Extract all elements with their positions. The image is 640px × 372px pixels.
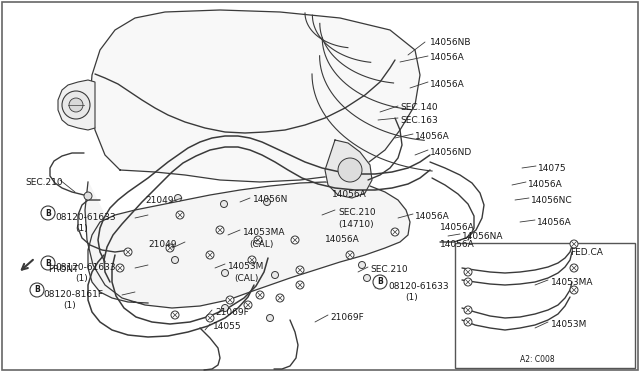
- Text: 14075: 14075: [538, 164, 566, 173]
- Text: 08120-61633: 08120-61633: [55, 263, 116, 272]
- Circle shape: [271, 272, 278, 279]
- Polygon shape: [58, 80, 95, 130]
- Circle shape: [276, 294, 284, 302]
- Circle shape: [358, 262, 365, 269]
- Text: (CAL): (CAL): [249, 240, 273, 249]
- Text: 14056NA: 14056NA: [462, 232, 504, 241]
- Circle shape: [364, 275, 371, 282]
- Circle shape: [464, 268, 472, 276]
- Circle shape: [338, 158, 362, 182]
- Circle shape: [221, 201, 227, 208]
- Polygon shape: [90, 10, 420, 182]
- Text: SEC.210: SEC.210: [25, 178, 63, 187]
- Circle shape: [391, 228, 399, 236]
- Text: 21069F: 21069F: [215, 308, 249, 317]
- Text: A2: C008: A2: C008: [520, 355, 555, 364]
- Circle shape: [346, 251, 354, 259]
- Circle shape: [264, 199, 271, 205]
- Circle shape: [172, 257, 179, 263]
- Circle shape: [570, 264, 578, 272]
- Text: 14056A: 14056A: [325, 235, 360, 244]
- Polygon shape: [325, 140, 372, 198]
- Text: FED.CA: FED.CA: [570, 248, 603, 257]
- Text: (1): (1): [75, 274, 88, 283]
- Text: 14055: 14055: [213, 322, 242, 331]
- Text: B: B: [45, 208, 51, 218]
- Text: 14053M: 14053M: [551, 320, 588, 329]
- Text: (1): (1): [63, 301, 76, 310]
- Circle shape: [254, 236, 262, 244]
- Text: 08120-61633: 08120-61633: [388, 282, 449, 291]
- Text: 14053MA: 14053MA: [243, 228, 285, 237]
- Circle shape: [291, 236, 299, 244]
- Circle shape: [373, 275, 387, 289]
- Text: SEC.140: SEC.140: [400, 103, 438, 112]
- Circle shape: [176, 211, 184, 219]
- Circle shape: [30, 283, 44, 297]
- Text: 14056A: 14056A: [537, 218, 572, 227]
- Circle shape: [296, 266, 304, 274]
- Text: B: B: [34, 285, 40, 295]
- Circle shape: [244, 301, 252, 309]
- Text: 14056A: 14056A: [440, 240, 475, 249]
- Circle shape: [464, 318, 472, 326]
- Text: (14710): (14710): [338, 220, 374, 229]
- Text: 14056A: 14056A: [430, 80, 465, 89]
- Text: B: B: [45, 259, 51, 267]
- Circle shape: [124, 248, 132, 256]
- Circle shape: [171, 311, 179, 319]
- Circle shape: [464, 306, 472, 314]
- Text: 14056A: 14056A: [332, 190, 367, 199]
- Text: 14056A: 14056A: [415, 212, 450, 221]
- Text: (1): (1): [405, 293, 418, 302]
- Circle shape: [256, 291, 264, 299]
- Text: 14056NB: 14056NB: [430, 38, 472, 47]
- FancyBboxPatch shape: [455, 243, 635, 368]
- Text: 14053M: 14053M: [228, 262, 264, 271]
- Text: 21049: 21049: [148, 240, 177, 249]
- Text: 14056ND: 14056ND: [430, 148, 472, 157]
- Text: 14056A: 14056A: [415, 132, 450, 141]
- Circle shape: [206, 251, 214, 259]
- Circle shape: [41, 206, 55, 220]
- Text: 21069F: 21069F: [330, 313, 364, 322]
- Circle shape: [221, 269, 228, 276]
- Text: 14056A: 14056A: [528, 180, 563, 189]
- Polygon shape: [85, 182, 410, 308]
- Circle shape: [69, 98, 83, 112]
- Text: 14056N: 14056N: [253, 195, 289, 204]
- Text: B: B: [377, 278, 383, 286]
- Circle shape: [84, 192, 92, 200]
- Text: (1): (1): [75, 224, 88, 233]
- Circle shape: [175, 195, 182, 202]
- Text: 08120-61633: 08120-61633: [55, 213, 116, 222]
- Circle shape: [570, 240, 578, 248]
- Text: FRONT: FRONT: [48, 265, 79, 274]
- Text: 21049: 21049: [145, 196, 173, 205]
- Text: 14053MA: 14053MA: [551, 278, 593, 287]
- Circle shape: [221, 305, 228, 311]
- Circle shape: [216, 226, 224, 234]
- Text: 14056NC: 14056NC: [531, 196, 573, 205]
- Circle shape: [266, 314, 273, 321]
- Text: 14056A: 14056A: [440, 223, 475, 232]
- Circle shape: [41, 256, 55, 270]
- Text: SEC.210: SEC.210: [338, 208, 376, 217]
- Circle shape: [206, 314, 214, 322]
- Circle shape: [570, 286, 578, 294]
- Text: 08120-8161F: 08120-8161F: [43, 290, 103, 299]
- Circle shape: [464, 278, 472, 286]
- Circle shape: [248, 256, 256, 264]
- Circle shape: [62, 91, 90, 119]
- Text: SEC.210: SEC.210: [370, 265, 408, 274]
- Text: SEC.163: SEC.163: [400, 116, 438, 125]
- Circle shape: [166, 244, 174, 252]
- Circle shape: [116, 264, 124, 272]
- Text: (CAL): (CAL): [234, 274, 259, 283]
- Circle shape: [226, 296, 234, 304]
- Text: 14056A: 14056A: [430, 53, 465, 62]
- Circle shape: [296, 281, 304, 289]
